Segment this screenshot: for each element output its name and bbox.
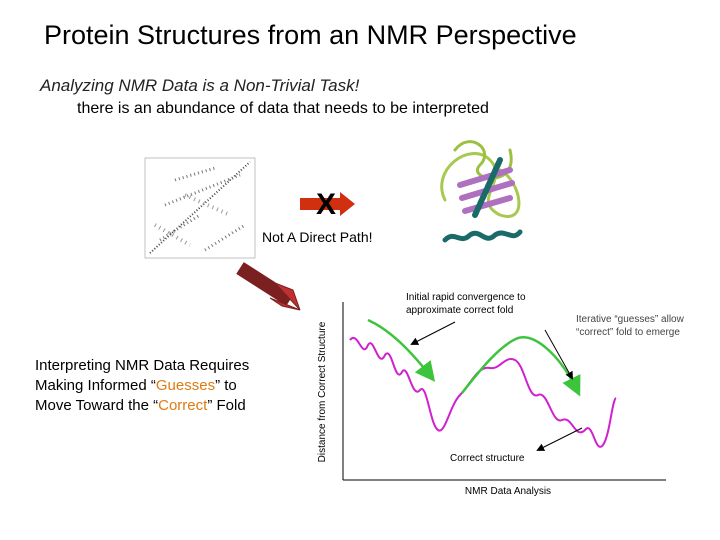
arrow-head bbox=[269, 282, 301, 311]
arrow-body bbox=[300, 198, 342, 210]
annotation: “correct” fold to emerge bbox=[576, 327, 680, 338]
pointer-arrow bbox=[544, 329, 573, 380]
protein-ribbon bbox=[440, 140, 523, 243]
not-direct: Not A Direct Path! bbox=[262, 229, 373, 245]
subtitle: Analyzing NMR Data is a Non-Trivial Task… bbox=[40, 76, 360, 95]
y-axis-label: Distance from Correct Structure bbox=[317, 321, 328, 462]
text: Making Informed “ bbox=[35, 377, 156, 394]
annotation: approximate correct fold bbox=[406, 305, 513, 316]
annotation: Initial rapid convergence to bbox=[406, 292, 526, 303]
left-text: Interpreting NMR Data Requires Making Inf… bbox=[35, 356, 249, 416]
arrow-body bbox=[236, 262, 294, 306]
slide-title: Protein Structures from an NMR Perspecti… bbox=[44, 20, 577, 50]
text-line: Move Toward the “Correct” Fold bbox=[35, 396, 249, 416]
pointer-arrow bbox=[536, 427, 583, 451]
x-axis-label: NMR Data Analysis bbox=[465, 486, 551, 497]
text: ” Fold bbox=[207, 397, 246, 414]
text: Move Toward the “ bbox=[35, 397, 159, 414]
annotation: Iterative “guesses” allow bbox=[576, 314, 685, 325]
nmr-spectrum bbox=[144, 157, 256, 259]
annotation: Correct structure bbox=[450, 453, 525, 464]
pointer-arrow bbox=[410, 321, 456, 345]
highlight: Guesses bbox=[155, 377, 216, 394]
arrow-head bbox=[340, 192, 355, 216]
text: Interpreting NMR Data Requires bbox=[35, 357, 250, 374]
text-line: Interpreting NMR Data Requires bbox=[35, 356, 249, 376]
green-arrow bbox=[461, 336, 581, 397]
text: ” to bbox=[215, 377, 237, 394]
bullet: there is an abundance of data that needs… bbox=[77, 100, 489, 117]
highlight: Correct bbox=[158, 397, 208, 414]
text-line: Making Informed “Guesses” to bbox=[35, 376, 249, 396]
green-arrow bbox=[367, 318, 436, 382]
cross-mark: X bbox=[316, 188, 336, 221]
